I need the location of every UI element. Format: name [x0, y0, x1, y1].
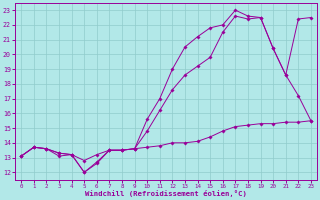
- X-axis label: Windchill (Refroidissement éolien,°C): Windchill (Refroidissement éolien,°C): [85, 190, 247, 197]
